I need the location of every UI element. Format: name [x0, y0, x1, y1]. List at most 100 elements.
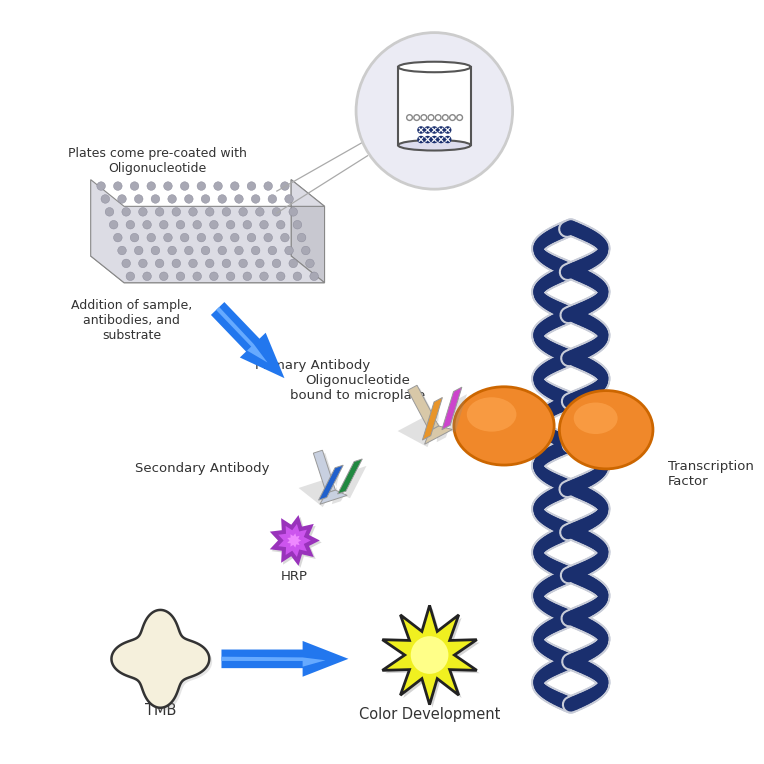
Circle shape	[155, 259, 164, 267]
Circle shape	[214, 233, 222, 242]
Circle shape	[122, 208, 131, 216]
Text: TMB: TMB	[144, 703, 176, 718]
Polygon shape	[320, 490, 347, 504]
Circle shape	[114, 233, 122, 242]
Circle shape	[248, 233, 256, 242]
Circle shape	[130, 182, 139, 190]
Circle shape	[435, 115, 441, 121]
Circle shape	[151, 246, 160, 255]
Circle shape	[163, 233, 172, 242]
Circle shape	[293, 221, 302, 229]
Circle shape	[118, 246, 126, 255]
Circle shape	[418, 137, 424, 143]
Circle shape	[264, 182, 273, 190]
Circle shape	[442, 115, 448, 121]
Circle shape	[180, 182, 189, 190]
Circle shape	[277, 272, 285, 280]
Circle shape	[109, 221, 118, 229]
Circle shape	[138, 208, 147, 216]
Polygon shape	[382, 605, 477, 704]
Polygon shape	[287, 533, 301, 548]
Circle shape	[209, 272, 219, 280]
Polygon shape	[408, 385, 439, 431]
Polygon shape	[112, 610, 209, 707]
Circle shape	[306, 259, 314, 267]
Circle shape	[180, 233, 189, 242]
Circle shape	[163, 182, 172, 190]
Circle shape	[264, 233, 273, 242]
Circle shape	[197, 182, 206, 190]
Circle shape	[272, 259, 281, 267]
Text: Addition of sample,
antibodies, and
substrate: Addition of sample, antibodies, and subs…	[71, 299, 193, 342]
Circle shape	[101, 195, 109, 203]
Circle shape	[97, 182, 105, 190]
Polygon shape	[222, 657, 325, 667]
Circle shape	[151, 195, 160, 203]
Ellipse shape	[398, 140, 471, 151]
Circle shape	[438, 127, 444, 133]
Text: Secondary Antibody: Secondary Antibody	[135, 462, 270, 475]
Polygon shape	[299, 453, 367, 507]
Circle shape	[226, 221, 235, 229]
Circle shape	[105, 208, 114, 216]
Polygon shape	[397, 388, 467, 447]
Circle shape	[432, 137, 438, 143]
Text: HRP: HRP	[280, 570, 308, 583]
Polygon shape	[211, 302, 284, 378]
Circle shape	[310, 272, 319, 280]
Circle shape	[239, 208, 248, 216]
Circle shape	[285, 246, 293, 255]
Circle shape	[206, 208, 214, 216]
Circle shape	[268, 246, 277, 255]
Polygon shape	[385, 608, 480, 707]
Circle shape	[411, 636, 448, 674]
Polygon shape	[222, 641, 348, 677]
Circle shape	[251, 246, 260, 255]
Circle shape	[302, 246, 310, 255]
Polygon shape	[91, 180, 325, 283]
Circle shape	[289, 208, 297, 216]
Circle shape	[243, 272, 251, 280]
Circle shape	[134, 195, 143, 203]
Circle shape	[201, 246, 210, 255]
Circle shape	[226, 272, 235, 280]
Ellipse shape	[559, 390, 653, 469]
Polygon shape	[272, 517, 322, 568]
Circle shape	[185, 246, 193, 255]
Ellipse shape	[467, 397, 516, 432]
Circle shape	[218, 246, 227, 255]
Circle shape	[251, 195, 260, 203]
Circle shape	[197, 233, 206, 242]
Circle shape	[118, 195, 126, 203]
Ellipse shape	[398, 62, 471, 73]
Circle shape	[193, 221, 202, 229]
Polygon shape	[425, 426, 452, 444]
Circle shape	[406, 115, 413, 121]
Circle shape	[268, 195, 277, 203]
Circle shape	[235, 195, 243, 203]
Circle shape	[457, 115, 462, 121]
Polygon shape	[291, 180, 325, 283]
Polygon shape	[338, 459, 362, 494]
Circle shape	[143, 221, 151, 229]
Circle shape	[114, 182, 122, 190]
Circle shape	[189, 208, 197, 216]
Polygon shape	[278, 524, 311, 557]
Circle shape	[280, 182, 290, 190]
Circle shape	[285, 195, 293, 203]
Circle shape	[172, 259, 180, 267]
Circle shape	[356, 33, 513, 189]
Circle shape	[432, 127, 438, 133]
Polygon shape	[442, 387, 462, 429]
Circle shape	[231, 233, 239, 242]
Polygon shape	[319, 465, 343, 500]
Text: Plates come pre-coated with
Oligonucleotide: Plates come pre-coated with Oligonucleot…	[68, 147, 247, 174]
Circle shape	[235, 246, 243, 255]
Circle shape	[243, 221, 251, 229]
Circle shape	[289, 259, 297, 267]
Circle shape	[122, 259, 131, 267]
Text: Primary Antibody: Primary Antibody	[255, 359, 371, 372]
Circle shape	[143, 272, 151, 280]
Circle shape	[134, 246, 143, 255]
Circle shape	[160, 221, 168, 229]
